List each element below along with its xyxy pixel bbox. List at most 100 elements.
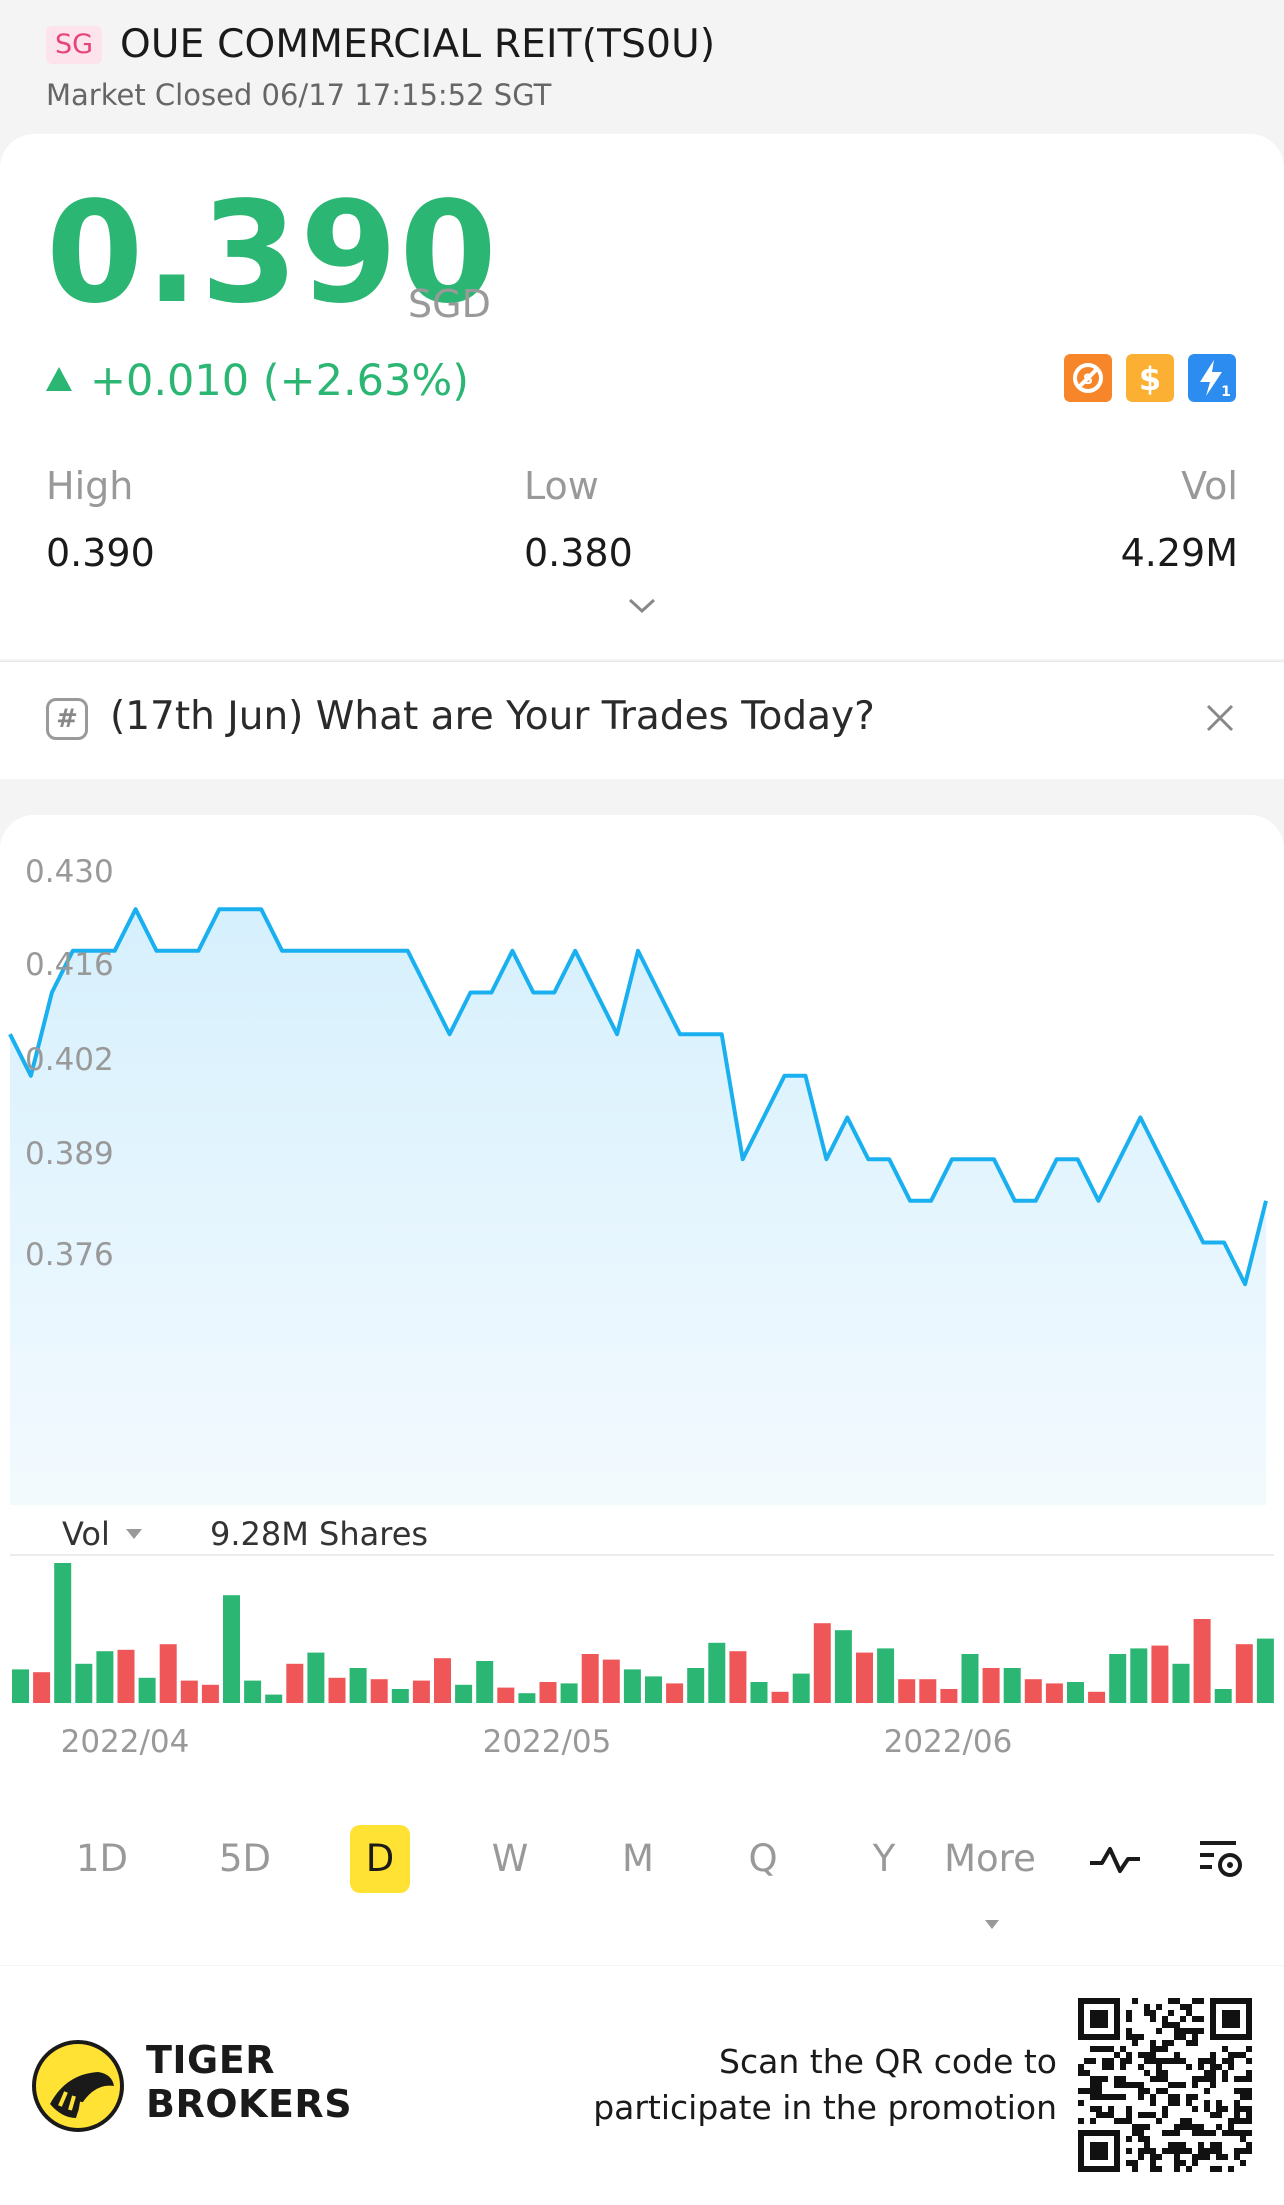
dollar-icon[interactable]: $ bbox=[1126, 354, 1174, 402]
svg-text:S: S bbox=[1083, 372, 1093, 388]
volume-bar bbox=[1130, 1648, 1148, 1703]
period-5d[interactable]: 5D bbox=[218, 1837, 272, 1880]
volume-bar bbox=[877, 1648, 895, 1703]
no-short-icon[interactable]: S bbox=[1064, 354, 1112, 402]
volume-bar bbox=[792, 1673, 810, 1703]
volume-bar bbox=[391, 1689, 409, 1703]
volume-bar bbox=[961, 1654, 979, 1703]
volume-value: 9.28M Shares bbox=[210, 1515, 429, 1553]
volume-bar bbox=[75, 1663, 93, 1703]
period-m[interactable]: M bbox=[622, 1837, 654, 1880]
volume-bar bbox=[455, 1684, 473, 1703]
volume-bar bbox=[602, 1659, 620, 1703]
volume-bar bbox=[33, 1672, 51, 1703]
last-price: 0.390 bbox=[46, 172, 499, 335]
close-icon[interactable] bbox=[1200, 698, 1240, 738]
caret-down-icon[interactable] bbox=[126, 1529, 142, 1539]
high-value: 0.390 bbox=[46, 531, 155, 575]
volume-bar bbox=[1235, 1644, 1253, 1703]
period-more[interactable]: More bbox=[940, 1825, 1040, 1929]
volume-bar bbox=[813, 1623, 831, 1703]
period-q[interactable]: Q bbox=[748, 1837, 778, 1880]
stock-header: SG OUE COMMERCIAL REIT(TS0U) Market Clos… bbox=[0, 0, 1284, 130]
volume-bar bbox=[623, 1669, 641, 1703]
volume-bar bbox=[180, 1680, 198, 1703]
volume-label[interactable]: Vol bbox=[62, 1515, 110, 1553]
y-tick-label: 0.389 bbox=[25, 1136, 114, 1172]
price-line bbox=[8, 907, 1268, 1287]
volume-bar bbox=[1193, 1619, 1211, 1703]
promo-text-line1: Scan the QR code to bbox=[719, 2042, 1057, 2081]
volume-bar bbox=[412, 1680, 430, 1703]
indicator-icon[interactable] bbox=[1088, 1835, 1142, 1883]
quote-card: 0.390 SGD +0.010 (+2.63%) S $ 1 High 0.3… bbox=[0, 134, 1284, 659]
volume-bar bbox=[940, 1689, 958, 1703]
price-change-value: +0.010 (+2.63%) bbox=[90, 356, 469, 406]
volume-bar bbox=[1172, 1663, 1190, 1703]
volume-bar bbox=[159, 1644, 177, 1703]
volume-bar bbox=[982, 1668, 1000, 1703]
volume-bar bbox=[54, 1563, 72, 1703]
volume-bar bbox=[96, 1651, 114, 1703]
volume-bar bbox=[201, 1684, 219, 1703]
period-y[interactable]: Y bbox=[872, 1837, 896, 1880]
up-arrow-icon bbox=[46, 367, 72, 391]
topic-banner[interactable]: # (17th Jun) What are Your Trades Today? bbox=[0, 661, 1284, 779]
svg-text:$: $ bbox=[1139, 360, 1161, 398]
period-selector: 1D 5D D W M Q Y More bbox=[0, 1825, 1284, 1929]
volume-bar bbox=[117, 1649, 135, 1703]
volume-bar bbox=[708, 1642, 726, 1703]
volume-bar bbox=[1214, 1689, 1232, 1703]
volume-bar bbox=[1151, 1645, 1169, 1703]
volume-bar bbox=[138, 1677, 156, 1703]
chevron-down-icon[interactable] bbox=[627, 596, 657, 616]
volume-bar bbox=[12, 1669, 29, 1703]
qr-code-icon[interactable] bbox=[1078, 1998, 1252, 2172]
low-label: Low bbox=[524, 464, 599, 508]
period-1d[interactable]: 1D bbox=[75, 1837, 129, 1880]
volume-bar bbox=[244, 1680, 262, 1703]
banner-text[interactable]: (17th Jun) What are Your Trades Today? bbox=[110, 694, 875, 739]
volume-bar bbox=[286, 1663, 304, 1703]
volume-bar bbox=[898, 1679, 916, 1703]
volume-bar bbox=[856, 1652, 873, 1703]
y-tick-label: 0.416 bbox=[25, 947, 114, 983]
chart-settings-icon[interactable] bbox=[1196, 1835, 1248, 1883]
period-w[interactable]: W bbox=[491, 1837, 529, 1880]
volume-bar bbox=[687, 1668, 705, 1703]
volume-bar bbox=[497, 1687, 515, 1703]
period-d[interactable]: D bbox=[350, 1825, 410, 1893]
y-tick-label: 0.430 bbox=[25, 854, 114, 890]
volume-bar bbox=[645, 1676, 662, 1703]
volume-bar bbox=[349, 1668, 367, 1703]
vol-label: Vol bbox=[1181, 464, 1238, 508]
volume-bar bbox=[518, 1693, 536, 1703]
promo-text-line2: participate in the promotion bbox=[593, 2088, 1057, 2127]
volume-bar bbox=[560, 1683, 578, 1703]
brand-name-line2: BROKERS bbox=[146, 2082, 353, 2126]
tiger-logo-icon bbox=[32, 2040, 124, 2132]
lightning-icon[interactable]: 1 bbox=[1188, 354, 1236, 402]
svg-text:1: 1 bbox=[1221, 384, 1231, 400]
x-axis-label: 2022/06 bbox=[884, 1724, 1013, 1760]
volume-bar bbox=[370, 1679, 388, 1703]
price-area bbox=[10, 909, 1266, 1505]
chart-card: 0.430 0.416 0.402 0.389 0.376 2022/04 2022/05… bbox=[0, 815, 1284, 1965]
volume-bar bbox=[328, 1677, 346, 1703]
market-badge: SG bbox=[46, 26, 102, 64]
volume-bar bbox=[581, 1654, 599, 1703]
volume-bar bbox=[1045, 1683, 1063, 1703]
volume-bar bbox=[1067, 1682, 1084, 1703]
price-chart[interactable]: 0.430 0.416 0.402 0.389 0.376 2022/04 2022/05… bbox=[0, 815, 1284, 1815]
volume-bar bbox=[834, 1630, 852, 1703]
currency-label: SGD bbox=[408, 282, 491, 326]
volume-bar bbox=[1024, 1679, 1042, 1703]
high-label: High bbox=[46, 464, 134, 508]
volume-bar bbox=[919, 1679, 937, 1703]
stock-title: OUE COMMERCIAL REIT(TS0U) bbox=[120, 22, 716, 67]
vol-value: 4.29M bbox=[1120, 531, 1238, 575]
period-more-label: More bbox=[944, 1837, 1036, 1880]
volume-bar bbox=[539, 1682, 557, 1703]
brand-name-line1: TIGER bbox=[146, 2038, 275, 2082]
volume-bar bbox=[223, 1595, 240, 1703]
